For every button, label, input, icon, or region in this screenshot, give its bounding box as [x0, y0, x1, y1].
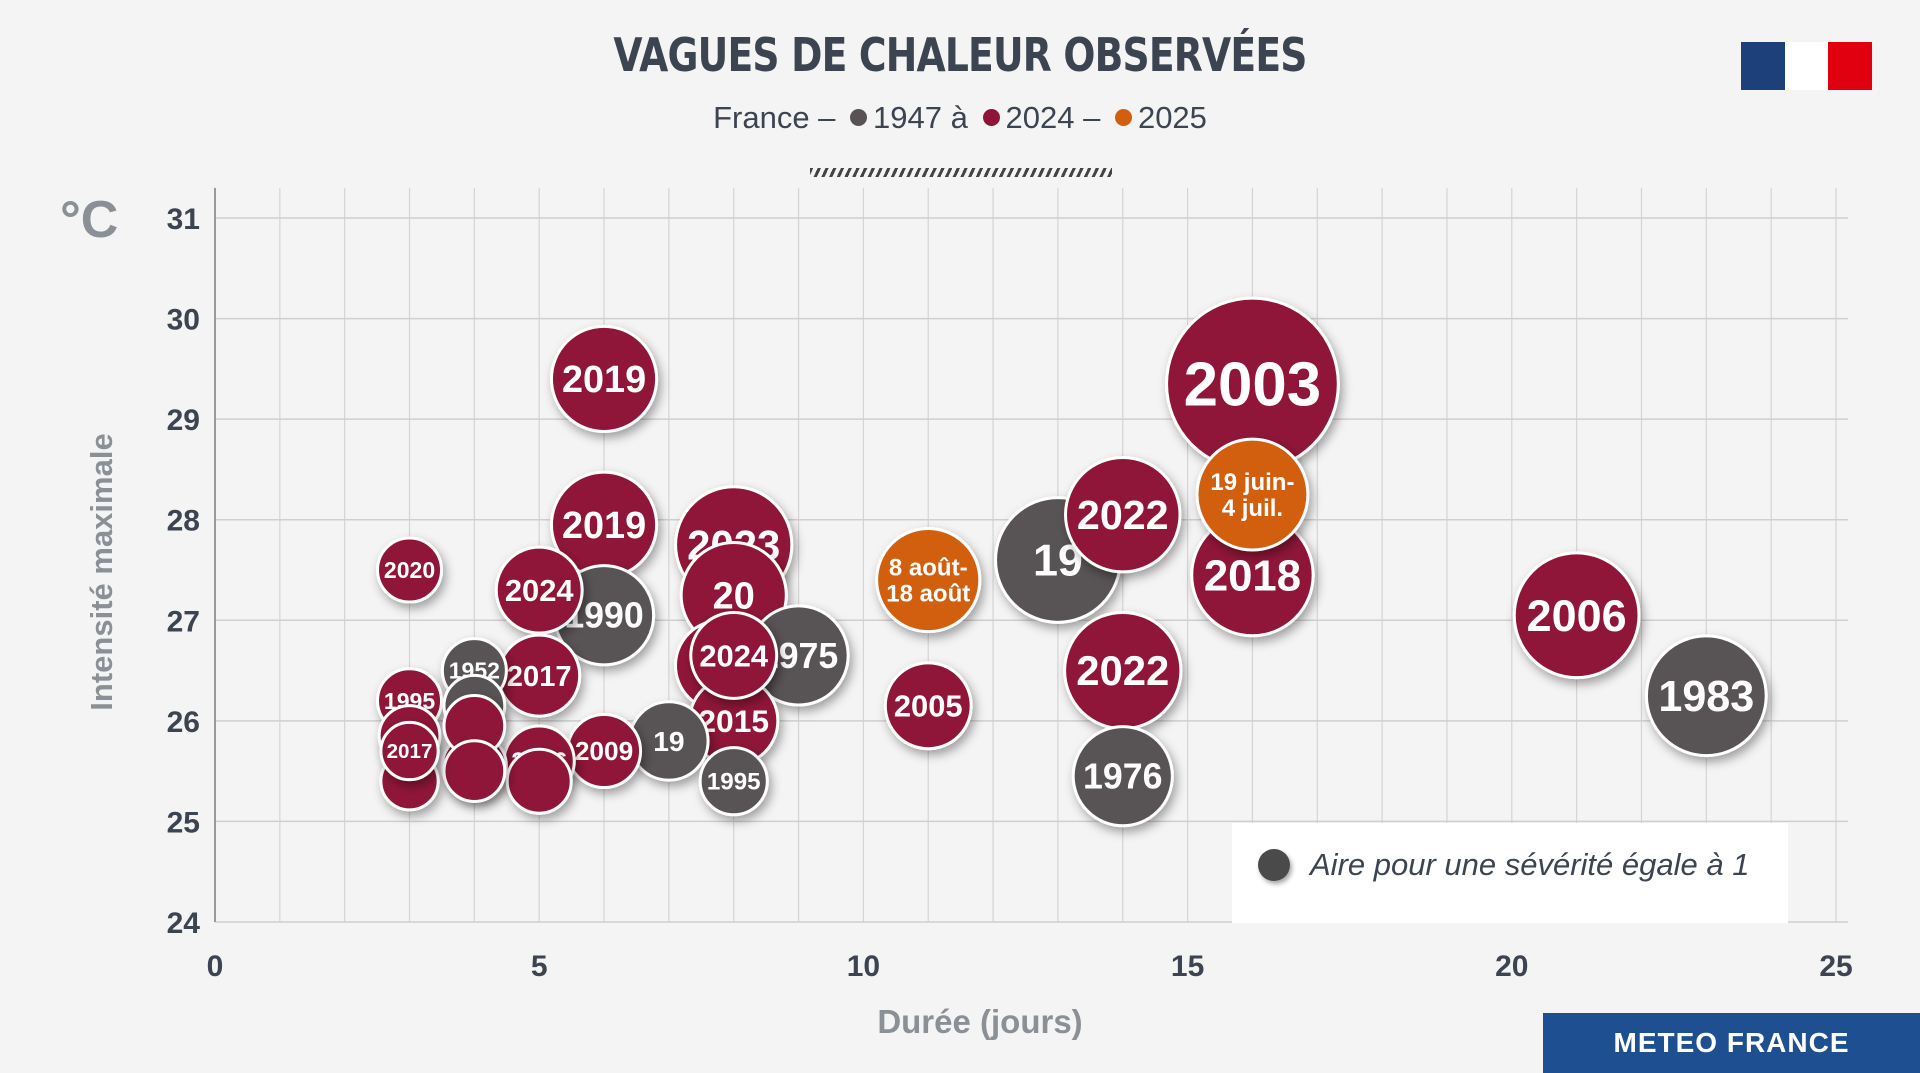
hatched-divider: [810, 168, 1112, 177]
bubble-circle: [1195, 437, 1310, 552]
bubble-1983: 1983: [1644, 634, 1768, 758]
legend: [1232, 823, 1788, 923]
bubble-label: 2022: [1077, 492, 1169, 538]
bubble-circle: [883, 661, 973, 751]
legend-reference-bubble: [1258, 849, 1290, 881]
bubble-2005: 2005: [883, 661, 973, 751]
bubble-label: 2005: [894, 689, 963, 724]
bubble-circle: [379, 720, 440, 782]
bubble-label: 2020: [384, 557, 435, 583]
chart-title: VAGUES DE CHALEUR OBSERVÉES: [613, 28, 1307, 82]
bubble-circle: [689, 611, 779, 700]
chart-bubbles: 2003192006201819832022202320222019201920…: [376, 296, 1768, 828]
bubble-unlabeled: [442, 739, 507, 804]
bubble-2017: 2017: [497, 633, 582, 718]
bubble-2024: 2024: [689, 611, 779, 700]
bubble-2017: 2017: [379, 720, 440, 782]
x-axis-title: Durée (jours): [877, 1003, 1083, 1040]
old-period-dot-icon: [850, 109, 868, 126]
bubble-label: 2022: [1076, 647, 1169, 694]
subtitle-region: France –: [713, 100, 836, 135]
y-tick-label: 29: [167, 404, 200, 437]
y-axis-title: Intensité maximale: [84, 433, 119, 711]
recent-period-dot-icon: [982, 109, 1000, 126]
bubble-label: 1976: [1083, 757, 1162, 797]
bubble-2024: 2024: [494, 545, 584, 635]
bubble-label: 20: [713, 575, 755, 617]
x-tick-label: 25: [1819, 950, 1852, 983]
bubble-label: 2024: [505, 573, 575, 608]
bubble-label: 19: [653, 725, 684, 757]
bubble-circle: [494, 545, 584, 635]
x-tick-label: 0: [207, 950, 224, 983]
bubble-circle: [698, 746, 769, 817]
bubble-2022: 2022: [1063, 610, 1183, 731]
bubble-label: 2017: [387, 740, 433, 763]
subtitle-current-year: 2025: [1137, 100, 1207, 135]
bubble-2019: 2019: [549, 470, 659, 579]
bubble-circle: [1064, 455, 1182, 574]
bubble-2020: 2020: [376, 536, 444, 604]
x-tick-label: 20: [1495, 950, 1528, 983]
x-tick-label: 5: [531, 950, 548, 983]
y-tick-label: 31: [167, 203, 200, 236]
bubble-circle: [1512, 551, 1641, 680]
chart-axes: 24 25 26 27 28 29 30 31 0 5 10 15 20 25: [167, 187, 1853, 983]
current-year-dot-icon: [1114, 109, 1132, 126]
bubble-2025: 19 juin-4 juil.: [1195, 437, 1310, 552]
bubble-label: 2019: [562, 359, 646, 401]
bubble-19: 19: [628, 700, 710, 782]
subtitle-period-end: 2024 –: [1005, 100, 1101, 135]
bubble-label: 2019: [562, 505, 646, 547]
bubble-label: 2015: [698, 703, 769, 739]
bubble-label: 1983: [1658, 673, 1754, 721]
subtitle-period-start: 1947 à: [873, 100, 968, 135]
bubble-2003: 2003: [1165, 296, 1340, 472]
y-tick-label: 30: [167, 304, 200, 337]
republique-francaise-flag-logo: [1741, 42, 1873, 90]
bubble-1995: 1995: [698, 746, 769, 817]
bubble-label: 19 juin-4 juil.: [1210, 469, 1294, 522]
bubble-label: 2003: [1184, 351, 1322, 420]
bubble-label: 1995: [707, 769, 761, 796]
bubble-label: 2009: [575, 736, 633, 766]
bubble-circle: [1644, 634, 1768, 758]
bubble-circle: [376, 536, 444, 604]
meteo-france-brand: METEO FRANCE: [1543, 1013, 1920, 1073]
bubble-2006: 2006: [1512, 551, 1641, 680]
y-tick-label: 24: [167, 907, 201, 940]
y-tick-label: 25: [167, 806, 200, 839]
bubble-circle: [505, 747, 573, 815]
bubble-circle: [549, 324, 659, 433]
bubble-label: 2024: [699, 638, 769, 673]
bubble-label: 2006: [1527, 590, 1627, 641]
y-unit-label: °C: [60, 191, 119, 249]
x-tick-label: 10: [847, 950, 880, 983]
bubble-circle: [875, 526, 982, 634]
bubble-label: 8 août-18 août: [886, 554, 970, 607]
bubble-2019: 2019: [549, 324, 659, 433]
bubble-unlabeled: [505, 747, 573, 815]
bubble-2022: 2022: [1064, 455, 1182, 574]
y-tick-label: 27: [167, 605, 200, 638]
y-tick-label: 26: [167, 706, 200, 739]
chart-subtitle: France – 1947 à 2024 – 2025: [0, 100, 1920, 136]
bubble-2009: 2009: [566, 713, 643, 790]
legend-text: Aire pour une sévérité égale à 1: [1310, 847, 1750, 882]
x-tick-label: 15: [1171, 950, 1204, 983]
bubble-circle: [442, 739, 507, 804]
bubble-label: 2017: [507, 661, 572, 693]
y-tick-label: 28: [167, 505, 200, 538]
bubble-2025: 8 août-18 août: [875, 526, 982, 634]
bubble-label: 2018: [1204, 551, 1301, 600]
bubble-circle: [1071, 725, 1174, 828]
bubble-1976: 1976: [1071, 725, 1174, 828]
